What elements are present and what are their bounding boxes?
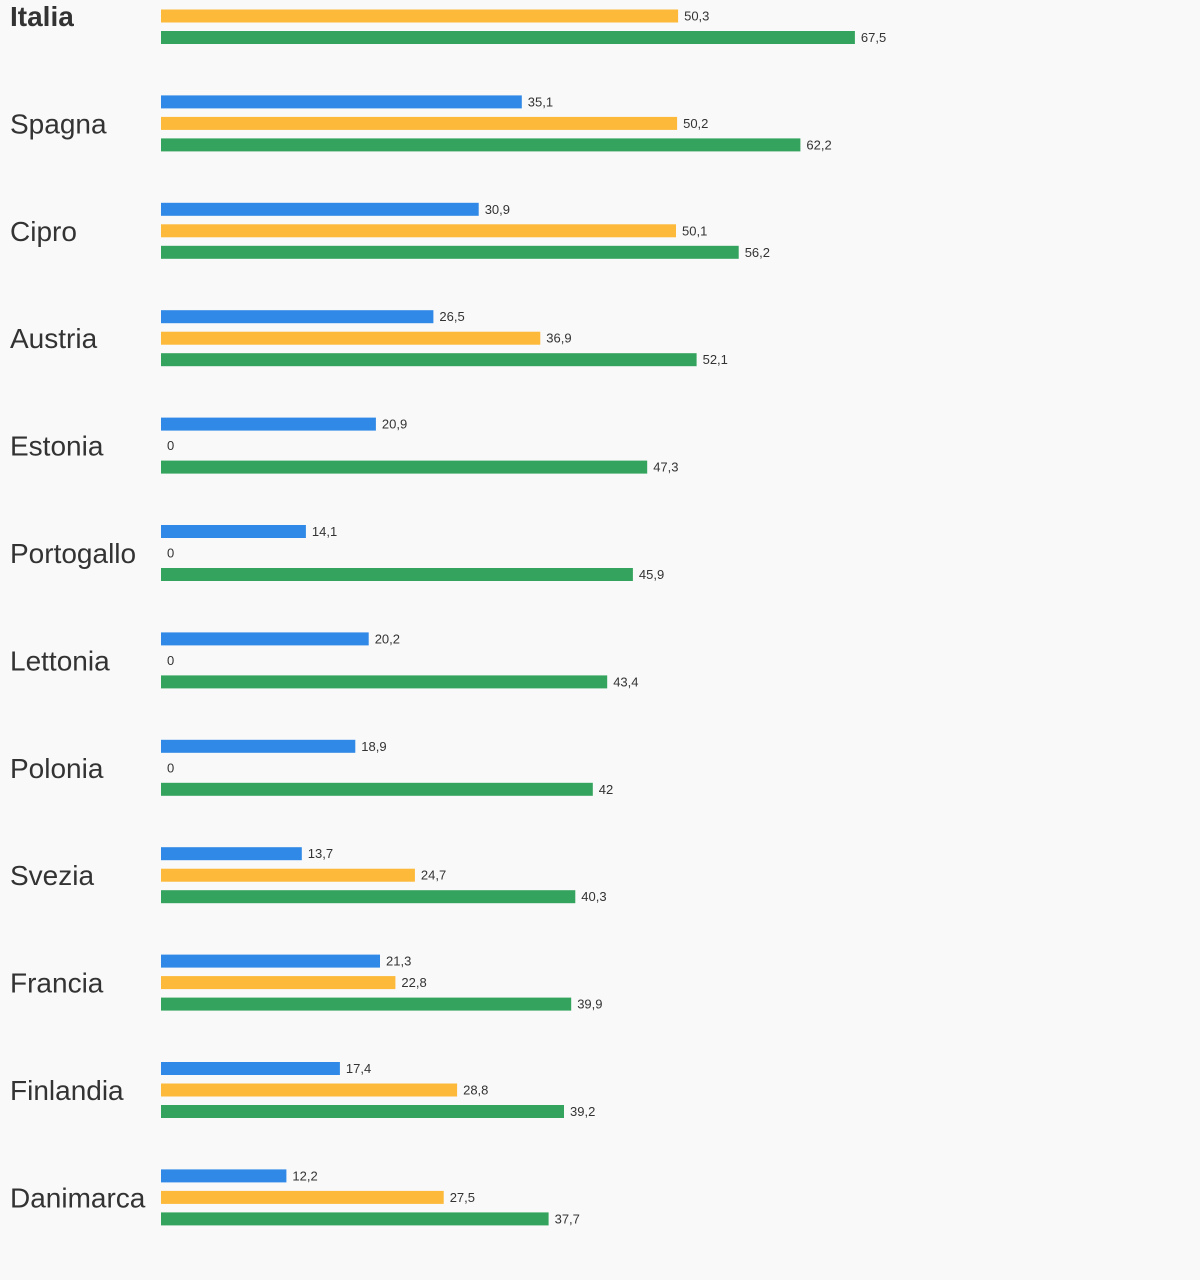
value-label-portogallo-series-2: 0 bbox=[167, 546, 174, 561]
bar-cipro-series-2 bbox=[161, 224, 676, 238]
bar-lettonia-series-1 bbox=[161, 632, 369, 646]
bar-italia-series-2 bbox=[161, 9, 679, 23]
value-label-austria-series-1: 26,5 bbox=[439, 309, 464, 324]
country-label-finlandia: Finlandia bbox=[10, 1075, 124, 1106]
bar-svezia-series-1 bbox=[161, 847, 302, 861]
bar-spagna-series-2 bbox=[161, 116, 678, 130]
value-label-cipro-series-3: 56,2 bbox=[745, 245, 770, 260]
value-label-spagna-series-3: 62,2 bbox=[806, 137, 831, 152]
bar-portogallo-series-1 bbox=[161, 525, 306, 538]
bar-cipro-series-1 bbox=[161, 202, 479, 216]
value-label-francia-series-2: 22,8 bbox=[401, 975, 426, 990]
bar-francia-series-3 bbox=[161, 997, 572, 1011]
country-label-estonia: Estonia bbox=[10, 431, 104, 462]
bar-estonia-series-3 bbox=[161, 460, 648, 474]
country-label-austria: Austria bbox=[10, 323, 98, 354]
bar-finlandia-series-2 bbox=[161, 1083, 458, 1097]
bar-portogallo-series-3 bbox=[161, 568, 633, 581]
country-label-lettonia: Lettonia bbox=[10, 645, 110, 676]
value-label-cipro-series-1: 30,9 bbox=[485, 202, 510, 217]
country-label-cipro: Cipro bbox=[10, 216, 77, 247]
bar-svezia-series-3 bbox=[161, 890, 576, 904]
value-label-estonia-series-3: 47,3 bbox=[653, 460, 678, 475]
value-label-finlandia-series-2: 28,8 bbox=[463, 1083, 488, 1098]
bar-svezia-series-2 bbox=[161, 868, 415, 882]
value-label-cipro-series-2: 50,1 bbox=[682, 223, 707, 238]
bar-austria-series-3 bbox=[161, 353, 697, 367]
bar-francia-series-1 bbox=[161, 954, 380, 968]
value-label-svezia-series-1: 13,7 bbox=[308, 846, 333, 861]
value-label-spagna-series-2: 50,2 bbox=[683, 116, 708, 131]
value-label-estonia-series-1: 20,9 bbox=[382, 417, 407, 432]
value-label-polonia-series-3: 42 bbox=[599, 782, 613, 797]
bar-austria-series-1 bbox=[161, 310, 434, 324]
bar-spagna-series-3 bbox=[161, 138, 801, 152]
bar-danimarca-series-3 bbox=[161, 1212, 549, 1226]
bar-danimarca-series-2 bbox=[161, 1190, 444, 1204]
value-label-finlandia-series-1: 17,4 bbox=[346, 1061, 371, 1076]
country-label-francia: Francia bbox=[10, 968, 104, 999]
bar-italia-series-3 bbox=[161, 31, 855, 44]
value-label-francia-series-3: 39,9 bbox=[577, 997, 602, 1012]
value-label-estonia-series-2: 0 bbox=[167, 438, 174, 453]
value-label-lettonia-series-2: 0 bbox=[167, 653, 174, 668]
bar-polonia-series-1 bbox=[161, 739, 356, 753]
value-label-danimarca-series-2: 27,5 bbox=[450, 1190, 475, 1205]
value-label-finlandia-series-3: 39,2 bbox=[570, 1104, 595, 1119]
value-label-portogallo-series-1: 14,1 bbox=[312, 524, 337, 539]
chart-rows: Italia 50,3 67,5 Spagna 35,1 50,2 62,2 Cipro 30,… bbox=[10, 1, 886, 1226]
bar-danimarca-series-1 bbox=[161, 1169, 287, 1183]
value-label-italia-series-2: 50,3 bbox=[684, 9, 709, 24]
country-label-portogallo: Portogallo bbox=[10, 538, 136, 569]
bar-francia-series-2 bbox=[161, 976, 396, 990]
bar-cipro-series-3 bbox=[161, 245, 739, 259]
country-label-italia: Italia bbox=[10, 1, 74, 32]
country-label-polonia: Polonia bbox=[10, 753, 104, 784]
value-label-polonia-series-2: 0 bbox=[167, 760, 174, 775]
bar-finlandia-series-3 bbox=[161, 1105, 564, 1118]
value-label-austria-series-3: 52,1 bbox=[703, 352, 728, 367]
value-label-spagna-series-1: 35,1 bbox=[528, 94, 553, 109]
value-label-svezia-series-2: 24,7 bbox=[421, 868, 446, 883]
country-label-danimarca: Danimarca bbox=[10, 1182, 146, 1213]
value-label-austria-series-2: 36,9 bbox=[546, 331, 571, 346]
bar-lettonia-series-3 bbox=[161, 675, 608, 689]
bar-estonia-series-1 bbox=[161, 417, 376, 431]
bar-finlandia-series-1 bbox=[161, 1062, 340, 1075]
value-label-italia-series-3: 67,5 bbox=[861, 30, 886, 45]
value-label-portogallo-series-3: 45,9 bbox=[639, 567, 664, 582]
value-label-danimarca-series-1: 12,2 bbox=[292, 1168, 317, 1183]
value-label-svezia-series-3: 40,3 bbox=[581, 889, 606, 904]
value-label-polonia-series-1: 18,9 bbox=[361, 739, 386, 754]
value-label-lettonia-series-1: 20,2 bbox=[375, 631, 400, 646]
value-label-lettonia-series-3: 43,4 bbox=[613, 674, 638, 689]
value-label-francia-series-1: 21,3 bbox=[386, 954, 411, 969]
bar-spagna-series-1 bbox=[161, 95, 522, 109]
country-label-svezia: Svezia bbox=[10, 860, 94, 891]
value-label-danimarca-series-3: 37,7 bbox=[555, 1211, 580, 1226]
bar-polonia-series-3 bbox=[161, 782, 593, 796]
bar-austria-series-2 bbox=[161, 331, 541, 345]
country-label-spagna: Spagna bbox=[10, 108, 107, 139]
